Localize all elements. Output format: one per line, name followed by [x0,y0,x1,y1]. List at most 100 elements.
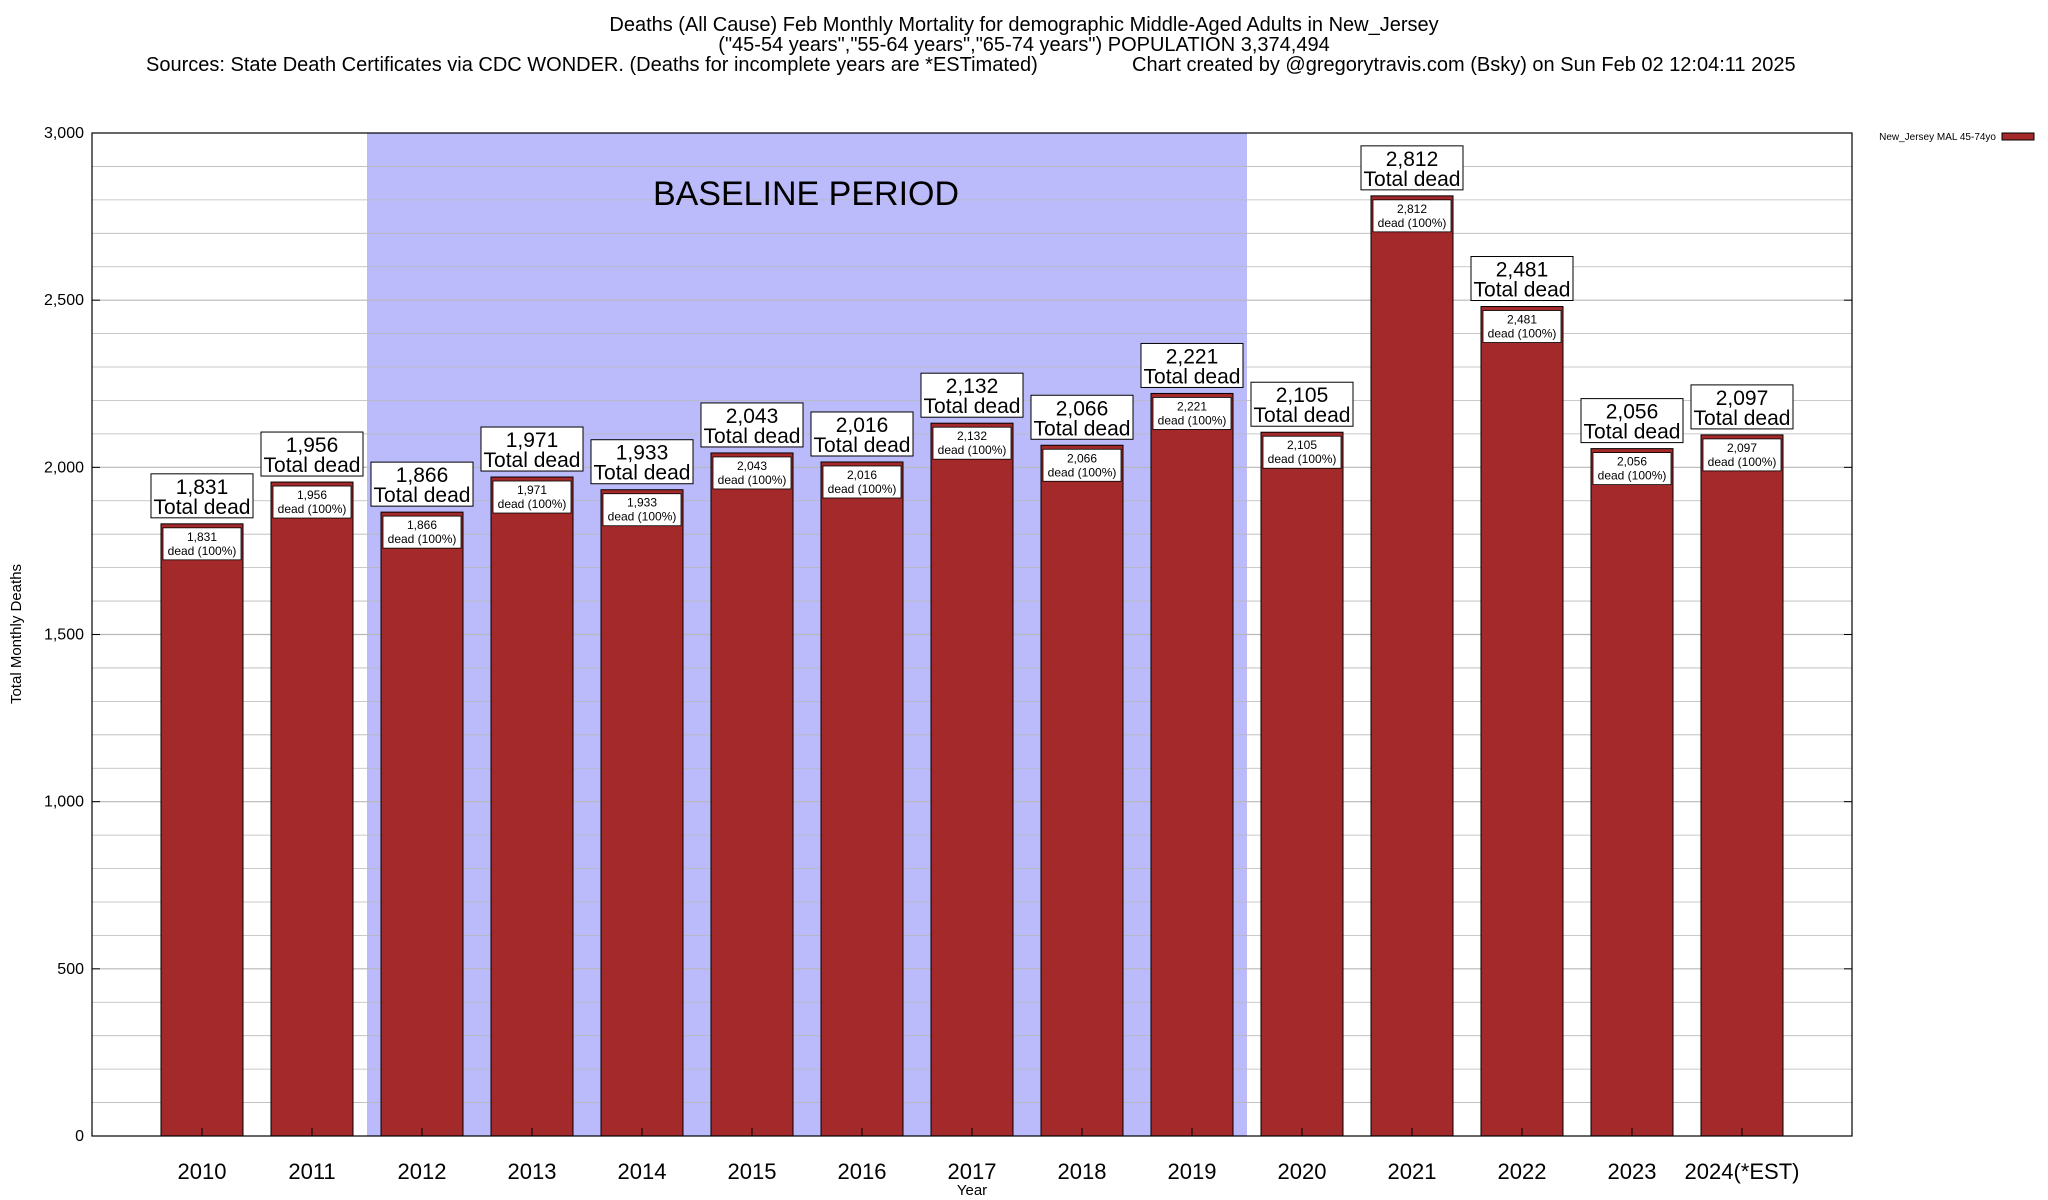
total-value-label: 2,016 [836,414,889,437]
small-percent-label: dead (100%) [1158,413,1227,427]
small-value-label: 2,097 [1727,441,1757,455]
small-value-label: 2,056 [1617,455,1647,469]
total-label-box [810,411,914,457]
total-value-label: 2,481 [1496,259,1549,282]
small-label-box [162,527,242,561]
x-tick-label: 2020 [1278,1159,1327,1184]
small-label-box [272,485,352,519]
bar-2011 [270,481,354,1137]
chart-title-line-2: ("45-54 years","55-64 years","65-74 year… [718,34,1329,56]
x-tick-label: 2017 [948,1159,997,1184]
small-value-label: 2,016 [847,468,877,482]
small-label-box [602,493,682,527]
small-percent-label: dead (100%) [498,497,567,511]
x-tick-label: 2013 [508,1159,557,1184]
y-tick-label: 2,000 [44,459,84,476]
total-dead-label: Total dead [1584,421,1681,444]
small-percent-label: dead (100%) [388,532,457,546]
total-value-label: 1,956 [286,434,339,457]
baseline-period-label: BASELINE PERIOD [653,175,959,213]
total-value-label: 2,812 [1386,148,1439,171]
small-value-label: 2,105 [1287,438,1317,452]
small-percent-label: dead (100%) [168,544,237,558]
small-label-box [1372,199,1452,233]
y-tick-label: 1,000 [44,794,84,811]
x-tick-label: 2014 [618,1159,667,1184]
small-label-box [932,426,1012,460]
small-value-label: 2,066 [1067,451,1097,465]
bar-2022 [1480,306,1564,1137]
small-label-box [1262,435,1342,469]
total-label-box [1250,381,1354,427]
small-percent-label: dead (100%) [1378,216,1447,230]
total-dead-label: Total dead [264,454,361,477]
bar-2021 [1370,195,1454,1137]
total-dead-label: Total dead [1034,417,1131,440]
y-tick-label: 500 [57,961,84,978]
total-label-box [260,431,364,477]
small-percent-label: dead (100%) [1708,455,1777,469]
x-tick-label: 2023 [1608,1159,1657,1184]
x-tick-label: 2019 [1168,1159,1217,1184]
small-percent-label: dead (100%) [278,502,347,516]
small-label-box [1592,452,1672,486]
total-dead-label: Total dead [594,462,691,485]
x-tick-label: 2021 [1388,1159,1437,1184]
y-tick-label: 1,500 [44,627,84,644]
small-percent-label: dead (100%) [718,473,787,487]
small-label-box [712,456,792,490]
total-label-box [1580,398,1684,444]
total-value-label: 1,933 [616,442,669,465]
small-label-box [1152,397,1232,430]
small-label-box [492,480,572,514]
bar-2010 [160,523,244,1137]
total-label-box [1690,384,1794,430]
x-tick-label: 2024(*EST) [1685,1159,1800,1184]
small-percent-label: dead (100%) [1488,327,1557,341]
y-tick-label: 2,500 [44,292,84,309]
total-dead-label: Total dead [374,484,471,507]
bar-2014 [600,489,684,1137]
y-tick-label: 3,000 [44,125,84,142]
total-label-box [590,439,694,485]
small-value-label: 2,812 [1397,202,1427,216]
y-tick-label: 0 [75,1128,84,1145]
total-value-label: 2,105 [1276,384,1329,407]
total-value-label: 1,971 [506,429,559,452]
total-label-box [370,461,474,507]
bar-2012 [380,511,464,1137]
x-tick-label: 2011 [288,1159,335,1184]
small-percent-label: dead (100%) [938,443,1007,457]
total-dead-label: Total dead [814,434,911,457]
small-label-box [822,465,902,499]
total-value-label: 2,043 [726,405,779,428]
bar-2024(*EST) [1700,434,1784,1137]
small-label-box [1702,438,1782,472]
total-label-box [700,402,804,448]
legend-label: New_Jersey MAL 45-74yo [1879,132,1996,143]
total-label-box [480,426,584,472]
x-tick-label: 2012 [398,1159,447,1184]
small-label-box [382,515,462,549]
small-label-box [1482,310,1562,343]
bar-2013 [490,476,574,1137]
total-dead-label: Total dead [1144,365,1241,388]
chart-sources-line: Sources: State Death Certificates via CD… [146,54,1038,76]
y-axis-title: Total Monthly Deaths [8,564,25,704]
bar-2018 [1040,444,1124,1137]
small-value-label: 1,866 [407,518,437,532]
bar-2019 [1150,392,1234,1137]
small-value-label: 2,043 [737,459,767,473]
total-label-box [920,372,1024,418]
small-percent-label: dead (100%) [1048,465,1117,479]
total-value-label: 2,066 [1056,397,1109,420]
total-label-box [1470,256,1574,302]
total-value-label: 1,831 [176,476,229,499]
bar-2017 [930,422,1014,1137]
legend-swatch [2001,132,2035,141]
total-dead-label: Total dead [1254,404,1351,427]
small-value-label: 1,933 [627,496,657,510]
total-label-box [1030,394,1134,440]
x-tick-label: 2022 [1498,1159,1547,1184]
